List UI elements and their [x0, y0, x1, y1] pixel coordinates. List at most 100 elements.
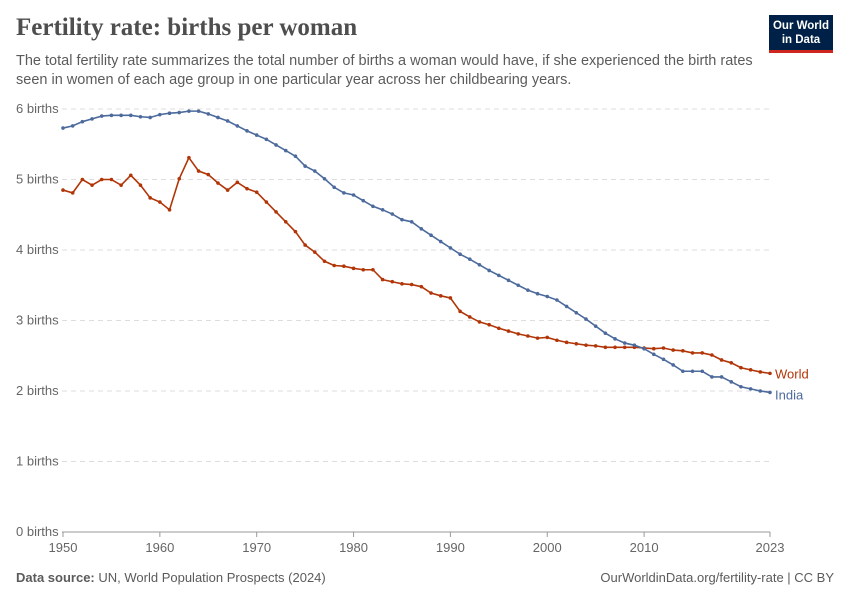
data-point: [90, 117, 94, 121]
data-point: [564, 340, 569, 345]
data-point: [380, 208, 385, 212]
x-tick-label: 1980: [339, 540, 368, 555]
data-point: [177, 176, 182, 181]
data-point: [245, 186, 249, 191]
data-point: [322, 176, 327, 181]
data-point: [254, 133, 259, 137]
data-point: [729, 361, 734, 365]
data-point: [497, 273, 501, 278]
data-point: [216, 115, 220, 120]
data-point: [109, 177, 114, 182]
data-point: [390, 212, 395, 216]
footer-link[interactable]: OurWorldinData.org/fertility-rate | CC B…: [600, 570, 834, 585]
data-point: [283, 220, 288, 224]
data-point: [487, 268, 491, 273]
series-line-world: [62, 156, 771, 375]
data-point: [390, 279, 395, 284]
chart-subtitle: The total fertility rate summarizes the …: [16, 53, 753, 88]
data-point: [264, 200, 269, 204]
x-tick-label: 2000: [533, 540, 562, 555]
data-point: [564, 304, 569, 309]
data-point: [690, 369, 695, 374]
data-point: [342, 191, 346, 195]
data-point: [681, 349, 685, 353]
data-point: [400, 217, 404, 222]
source-text[interactable]: UN, World Population Prospects (2024): [98, 570, 326, 585]
data-point: [409, 220, 414, 224]
data-point: [497, 326, 501, 331]
data-point: [739, 365, 743, 370]
data-point: [216, 181, 220, 185]
data-point: [584, 317, 588, 321]
data-point: [438, 239, 443, 244]
data-point: [235, 124, 240, 128]
data-point: [545, 335, 550, 340]
data-point: [622, 341, 627, 345]
data-point: [477, 263, 482, 267]
series-label-world: World: [775, 366, 809, 381]
data-point: [138, 183, 143, 187]
y-tick-label: 6 births: [16, 101, 59, 116]
data-point: [361, 267, 366, 272]
data-point: [119, 183, 123, 187]
data-point: [177, 110, 182, 115]
data-point: [477, 320, 482, 324]
data-point: [419, 284, 424, 289]
data-point: [671, 348, 675, 352]
data-point: [371, 204, 375, 209]
data-point: [254, 190, 259, 194]
data-point: [61, 126, 65, 130]
data-point: [187, 155, 191, 160]
data-point: [574, 341, 579, 346]
data-point: [448, 296, 453, 300]
data-point: [467, 315, 472, 319]
y-tick-label: 3 births: [16, 313, 59, 328]
data-point: [506, 329, 511, 333]
data-point: [303, 164, 307, 168]
data-point: [700, 369, 705, 374]
x-tick-label: 1950: [49, 540, 78, 555]
data-point: [409, 282, 414, 287]
data-point: [400, 282, 404, 286]
data-point: [361, 198, 366, 203]
y-tick-label: 5 births: [16, 172, 59, 187]
series-label-india: India: [775, 387, 804, 402]
data-point: [332, 185, 336, 190]
data-point: [506, 278, 511, 283]
data-point: [661, 357, 666, 362]
owid-logo[interactable]: Our World in Data: [769, 15, 833, 53]
x-tick-label: 2010: [630, 540, 659, 555]
source-label: Data source:: [16, 570, 95, 585]
data-point: [293, 229, 298, 234]
data-point: [458, 252, 462, 257]
data-point: [351, 266, 356, 271]
data-point: [574, 310, 579, 315]
data-point: [80, 177, 85, 182]
data-point: [99, 114, 104, 118]
data-point: [526, 334, 530, 338]
data-point: [603, 345, 608, 350]
data-point: [690, 351, 695, 355]
data-point: [293, 154, 298, 159]
data-point: [332, 263, 336, 268]
data-point: [768, 390, 772, 395]
data-point: [245, 129, 249, 133]
data-point: [555, 338, 559, 343]
data-point: [419, 227, 424, 231]
data-point: [661, 346, 666, 350]
series-line-india: [62, 110, 771, 394]
data-point: [535, 336, 540, 340]
data-point: [235, 180, 240, 185]
data-point: [70, 124, 75, 128]
data-point: [119, 113, 123, 118]
data-point: [90, 183, 94, 187]
data-point: [622, 345, 627, 350]
data-point: [719, 358, 724, 362]
data-point: [467, 257, 472, 261]
data-point: [80, 119, 85, 124]
data-point: [128, 173, 133, 178]
chart-title: Fertility rate: births per woman: [16, 14, 358, 41]
data-point: [61, 188, 65, 192]
data-point: [671, 363, 675, 367]
data-point: [632, 343, 637, 347]
